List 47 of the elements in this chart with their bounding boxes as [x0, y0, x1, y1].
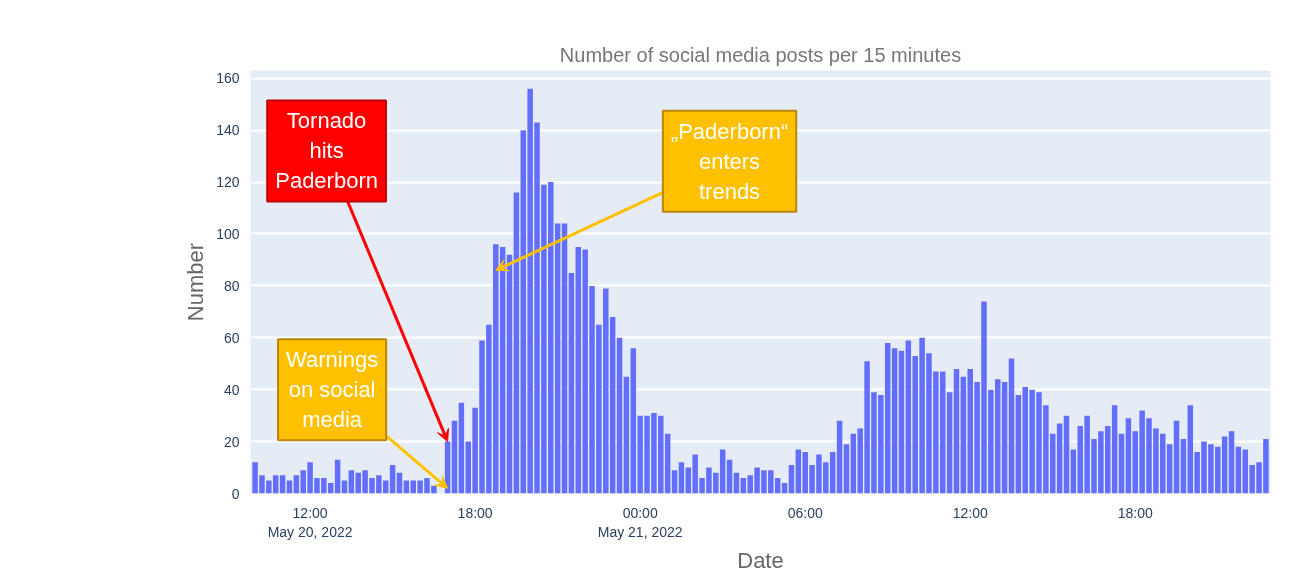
annotation: Warnings on social media — [286, 347, 379, 433]
x-tick-label: 12:00 May 20, 2022 — [267, 504, 353, 540]
x-tick-label: 00:00 May 21, 2022 — [597, 504, 683, 540]
bar — [561, 223, 568, 494]
bar — [678, 462, 685, 494]
bar — [1118, 433, 1125, 494]
y-tick-label: 120 — [216, 174, 240, 191]
bar — [513, 192, 520, 494]
x-tick-label: 12:00 — [952, 504, 988, 521]
bar — [1125, 418, 1132, 494]
bar — [1180, 439, 1187, 494]
y-tick-label: 160 — [216, 70, 240, 87]
bar — [568, 272, 575, 494]
bar — [946, 392, 953, 494]
bar — [1173, 420, 1180, 494]
bar — [843, 444, 850, 494]
bar — [671, 470, 678, 494]
bar — [458, 402, 465, 494]
bar — [1008, 358, 1015, 494]
annotation: Tornado hits Paderborn — [275, 108, 378, 194]
annotation: „Paderborn“ enters trends — [670, 118, 789, 204]
x-tick-label: 18:00 — [457, 504, 493, 521]
x-axis-title: Date — [737, 547, 784, 573]
chart-title: Number of social media posts per 15 minutes — [559, 43, 962, 66]
bar — [836, 420, 843, 494]
y-tick-label: 60 — [223, 329, 240, 346]
y-tick-label: 20 — [223, 433, 240, 450]
bar — [1001, 381, 1008, 494]
x-tick-label: 18:00 — [1117, 504, 1153, 521]
bar — [279, 475, 286, 494]
y-tick-label: 80 — [223, 277, 240, 294]
y-tick-label: 0 — [231, 485, 240, 502]
bar — [616, 337, 623, 494]
bar — [1063, 415, 1070, 494]
y-tick-label: 140 — [216, 122, 240, 139]
bar — [623, 376, 630, 494]
y-tick-label: 40 — [223, 381, 240, 398]
bar — [1056, 423, 1063, 494]
bar — [891, 348, 898, 494]
bar — [1228, 431, 1235, 494]
bar — [953, 368, 960, 494]
bar — [898, 350, 905, 494]
y-axis-title: Number — [183, 242, 209, 322]
x-tick-label: 06:00 — [787, 504, 823, 521]
bar — [1070, 449, 1077, 494]
bar — [451, 420, 458, 494]
y-tick-label: 100 — [216, 225, 240, 242]
